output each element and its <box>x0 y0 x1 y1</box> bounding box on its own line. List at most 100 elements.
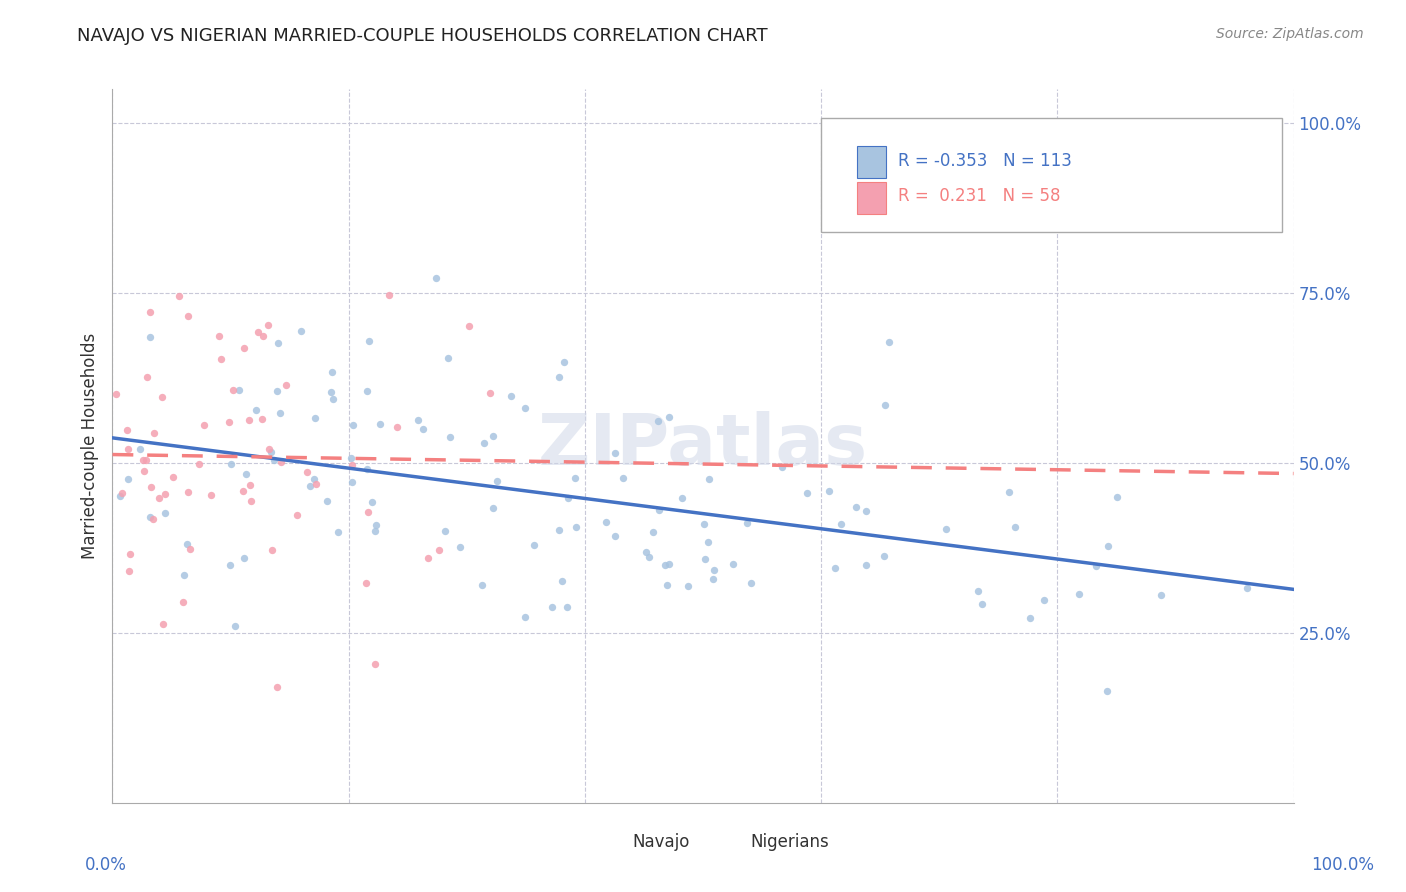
Point <box>143 425 166 440</box>
Point <box>321 365 343 379</box>
Point <box>479 386 502 401</box>
Point <box>224 618 246 632</box>
Point <box>153 486 176 500</box>
Point <box>693 517 716 532</box>
Point <box>703 563 725 577</box>
Point <box>153 506 176 520</box>
Point <box>439 430 461 444</box>
Point <box>105 387 128 401</box>
Point <box>322 392 344 406</box>
Point <box>855 558 877 572</box>
Point <box>657 578 679 592</box>
Point <box>173 568 195 582</box>
Point <box>176 310 198 324</box>
Point <box>603 446 626 460</box>
Point <box>935 522 957 536</box>
Point <box>364 657 387 671</box>
Point <box>118 564 141 578</box>
Point <box>565 519 588 533</box>
Point <box>359 334 381 349</box>
Text: 0.0%: 0.0% <box>84 856 127 874</box>
Text: NAVAJO VS NIGERIAN MARRIED-COUPLE HOUSEHOLDS CORRELATION CHART: NAVAJO VS NIGERIAN MARRIED-COUPLE HOUSEH… <box>77 27 768 45</box>
Point <box>770 459 793 474</box>
Point <box>290 324 312 338</box>
Point <box>873 398 896 412</box>
Point <box>266 384 288 399</box>
Point <box>1019 611 1042 625</box>
Point <box>636 545 658 559</box>
Point <box>340 458 363 472</box>
Point <box>167 289 190 303</box>
Point <box>385 420 408 434</box>
Point <box>486 475 509 489</box>
Point <box>482 429 505 443</box>
Point <box>136 369 159 384</box>
Point <box>302 472 325 486</box>
Point <box>257 318 280 333</box>
Point <box>678 579 700 593</box>
Point <box>117 442 139 456</box>
Point <box>1097 539 1119 553</box>
Point <box>200 488 222 502</box>
Point <box>356 462 378 476</box>
Point <box>735 516 758 530</box>
Point <box>638 549 661 564</box>
Point <box>364 524 387 538</box>
Point <box>176 537 198 551</box>
Point <box>1236 581 1258 595</box>
Point <box>434 524 457 538</box>
Point <box>233 341 256 355</box>
Point <box>647 414 669 428</box>
Point <box>541 599 564 614</box>
Point <box>654 558 676 572</box>
Point <box>1067 587 1090 601</box>
Point <box>142 512 165 526</box>
Point <box>998 484 1021 499</box>
Bar <box>856 182 886 214</box>
Point <box>139 330 162 344</box>
Point <box>176 484 198 499</box>
Point <box>564 471 586 485</box>
Point <box>501 389 523 403</box>
Point <box>972 597 994 611</box>
Point <box>830 516 852 531</box>
Point <box>207 329 229 343</box>
Bar <box>856 146 886 178</box>
Text: 100.0%: 100.0% <box>1312 856 1374 874</box>
Point <box>721 557 744 571</box>
Point <box>872 549 894 563</box>
Point <box>328 525 350 540</box>
Point <box>118 547 141 561</box>
Point <box>557 491 579 505</box>
Point <box>1032 593 1054 607</box>
Point <box>696 535 718 549</box>
Point <box>115 423 138 437</box>
Point <box>702 572 724 586</box>
Point <box>699 472 721 486</box>
Point <box>845 500 868 515</box>
Text: ZIPatlas: ZIPatlas <box>538 411 868 481</box>
Point <box>246 325 269 339</box>
Point <box>449 540 471 554</box>
Point <box>179 542 201 557</box>
Point <box>817 484 839 499</box>
Point <box>425 271 447 285</box>
Point <box>360 494 382 508</box>
Point <box>1107 490 1129 504</box>
Point <box>427 542 450 557</box>
Point <box>304 410 326 425</box>
Point <box>658 557 681 571</box>
Point <box>240 493 263 508</box>
Point <box>472 436 495 450</box>
Point <box>695 551 717 566</box>
Point <box>370 417 392 431</box>
FancyBboxPatch shape <box>821 118 1282 232</box>
Point <box>1095 683 1118 698</box>
Text: Navajo: Navajo <box>633 833 689 851</box>
Point <box>148 491 170 505</box>
Point <box>295 465 318 479</box>
Point <box>262 542 284 557</box>
Point <box>1004 520 1026 534</box>
Point <box>551 574 574 588</box>
Point <box>471 578 494 592</box>
